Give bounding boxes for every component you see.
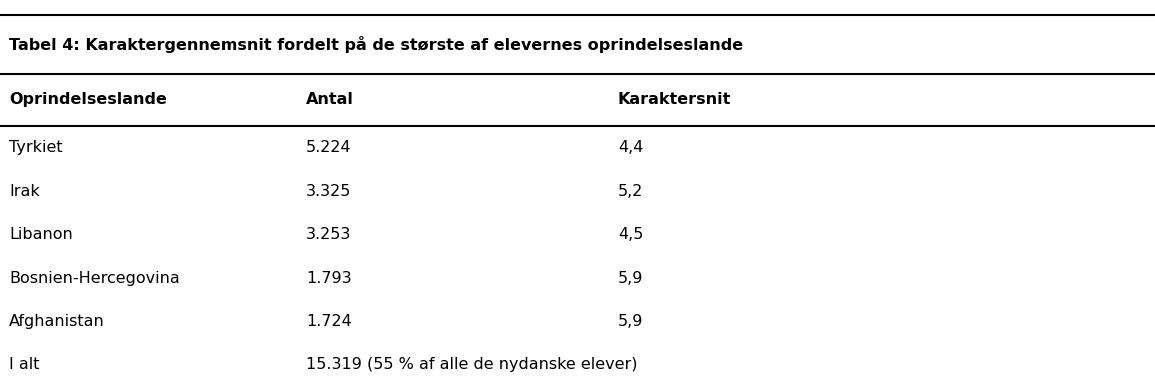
Text: Irak: Irak — [9, 184, 40, 199]
Text: Tyrkiet: Tyrkiet — [9, 141, 62, 155]
Text: 4,4: 4,4 — [618, 141, 643, 155]
Text: Libanon: Libanon — [9, 227, 73, 242]
Text: 3.325: 3.325 — [306, 184, 351, 199]
Text: I alt: I alt — [9, 357, 39, 372]
Text: 5,9: 5,9 — [618, 271, 643, 285]
Text: Antal: Antal — [306, 92, 353, 107]
Text: Tabel 4: Karaktergennemsnit fordelt på de største af elevernes oprindelseslande: Tabel 4: Karaktergennemsnit fordelt på d… — [9, 36, 744, 53]
Text: 5,2: 5,2 — [618, 184, 643, 199]
Text: 4,5: 4,5 — [618, 227, 643, 242]
Text: 1.793: 1.793 — [306, 271, 352, 285]
Text: 3.253: 3.253 — [306, 227, 351, 242]
Text: Bosnien-Hercegovina: Bosnien-Hercegovina — [9, 271, 180, 285]
Text: 5.224: 5.224 — [306, 141, 352, 155]
Text: Oprindelseslande: Oprindelseslande — [9, 92, 167, 107]
Text: 1.724: 1.724 — [306, 314, 352, 329]
Text: Afghanistan: Afghanistan — [9, 314, 105, 329]
Text: 15.319 (55 % af alle de nydanske elever): 15.319 (55 % af alle de nydanske elever) — [306, 357, 638, 372]
Text: 5,9: 5,9 — [618, 314, 643, 329]
Text: Karaktersnit: Karaktersnit — [618, 92, 731, 107]
